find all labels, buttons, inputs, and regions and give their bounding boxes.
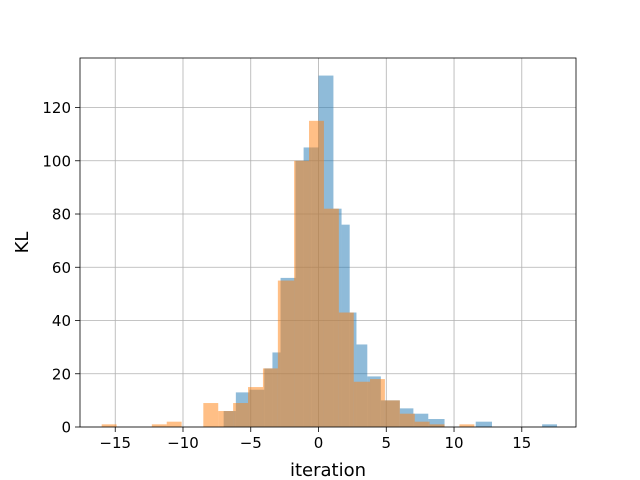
series-2-bars — [101, 120, 475, 427]
x-tick-label: −10 — [167, 434, 199, 452]
histogram-bar — [233, 403, 249, 427]
plot-frame — [79, 57, 577, 428]
y-axis-ticks: 0 20 40 60 80 100 120 — [42, 99, 80, 437]
x-tick-label: 0 — [314, 434, 324, 452]
histogram-bar — [294, 160, 310, 427]
x-axis-label: iteration — [290, 460, 366, 480]
histogram-bar — [414, 421, 430, 427]
x-tick-label: 10 — [444, 434, 463, 452]
histogram-bar — [262, 368, 278, 427]
histogram-bar — [218, 411, 234, 427]
histogram-bars — [101, 75, 558, 428]
histogram-bar — [277, 280, 295, 427]
histogram-bar — [338, 312, 354, 427]
histogram-bar — [203, 403, 219, 427]
y-tick-label: 0 — [61, 419, 71, 437]
x-tick-label: 5 — [381, 434, 391, 452]
x-tick-label: −15 — [99, 434, 131, 452]
histogram-bar — [428, 419, 445, 427]
x-tick-label: 15 — [512, 434, 531, 452]
histogram-bar — [248, 387, 263, 427]
y-tick-label: 20 — [52, 365, 71, 383]
x-axis-ticks: −15 −10 −5 0 5 10 15 — [99, 427, 531, 452]
histogram-bar — [166, 421, 182, 427]
histogram-bar — [323, 208, 339, 427]
histogram-bar — [399, 413, 415, 427]
histogram-bar — [353, 381, 371, 427]
y-tick-label: 100 — [42, 152, 71, 170]
histogram-bar — [309, 120, 324, 427]
histogram-bar — [459, 424, 475, 427]
histogram-bar — [370, 379, 385, 427]
y-tick-label: 60 — [52, 259, 71, 277]
histogram-bar — [101, 424, 117, 427]
y-tick-label: 40 — [52, 312, 71, 330]
histogram-bar — [475, 421, 492, 427]
x-tick-label: −5 — [240, 434, 262, 452]
histogram-bar — [542, 424, 558, 427]
y-axis-label: KL — [12, 232, 33, 254]
y-tick-label: 120 — [42, 99, 71, 117]
histogram-bar — [384, 400, 400, 427]
histogram-bar — [429, 424, 445, 427]
y-tick-label: 80 — [52, 206, 71, 224]
histogram-bar — [151, 424, 167, 427]
